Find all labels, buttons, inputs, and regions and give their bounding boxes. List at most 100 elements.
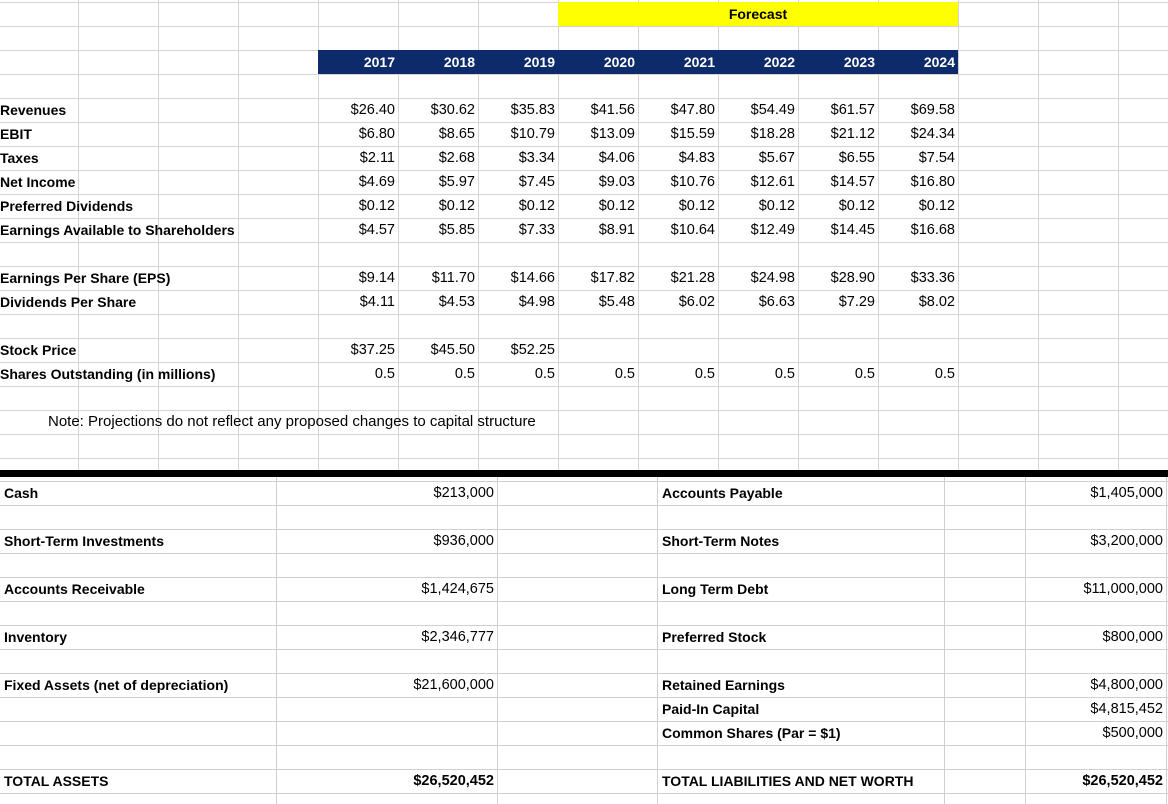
year-header[interactable]: 2019: [523, 54, 555, 70]
cell-value[interactable]: $6.63: [758, 294, 795, 310]
row-label[interactable]: Preferred Dividends: [0, 198, 134, 214]
cell-value[interactable]: $6.55: [838, 150, 875, 166]
total-liabilities-label[interactable]: TOTAL LIABILITIES AND NET WORTH: [662, 773, 914, 789]
cell-value[interactable]: $26.40: [350, 102, 395, 118]
cell-value[interactable]: $5.48: [598, 294, 635, 310]
cell-value[interactable]: $28.90: [830, 270, 875, 286]
asset-label-cash[interactable]: Cash: [4, 485, 39, 501]
year-header[interactable]: 2023: [843, 54, 875, 70]
row-label[interactable]: Earnings Per Share (EPS): [0, 270, 171, 286]
cell-value[interactable]: 0.5: [614, 366, 635, 382]
cell-value[interactable]: $12.49: [750, 222, 795, 238]
asset-value-cash[interactable]: $213,000: [433, 485, 494, 501]
row-label[interactable]: EBIT: [0, 126, 32, 142]
cell-value[interactable]: $30.62: [430, 102, 475, 118]
cell-value[interactable]: $37.25: [350, 342, 395, 358]
cell-value[interactable]: $4.11: [359, 294, 395, 310]
cell-value[interactable]: $10.79: [510, 126, 555, 142]
cell-value[interactable]: 0.5: [694, 366, 715, 382]
cell-value[interactable]: $6.80: [358, 126, 395, 142]
liability-label-preferred-stock[interactable]: Preferred Stock: [662, 629, 767, 645]
cell-value[interactable]: $11.70: [431, 270, 475, 286]
cell-value[interactable]: $17.82: [590, 270, 635, 286]
row-label[interactable]: Earnings Available to Shareholders: [0, 222, 235, 238]
row-label[interactable]: Revenues: [0, 102, 67, 118]
cell-value[interactable]: 0.5: [774, 366, 795, 382]
row-label[interactable]: Net Income: [0, 174, 76, 190]
total-assets-label[interactable]: TOTAL ASSETS: [4, 773, 109, 789]
cell-value[interactable]: $7.33: [518, 222, 555, 238]
cell-value[interactable]: $4.83: [678, 150, 715, 166]
liability-label-short-term-notes[interactable]: Short-Term Notes: [662, 533, 780, 549]
cell-value[interactable]: $5.85: [438, 222, 475, 238]
cell-value[interactable]: $14.66: [510, 270, 555, 286]
equity-label-retained-earnings[interactable]: Retained Earnings: [662, 677, 785, 693]
cell-value[interactable]: 0.5: [534, 366, 555, 382]
equity-value-paid-in-capital[interactable]: $4,815,452: [1090, 701, 1163, 717]
cell-value[interactable]: [639, 338, 715, 362]
cell-value[interactable]: $41.56: [590, 102, 635, 118]
cell-value[interactable]: [799, 338, 875, 362]
year-header[interactable]: 2018: [443, 54, 475, 70]
asset-label-accounts-receivable[interactable]: Accounts Receivable: [4, 581, 145, 597]
cell-value[interactable]: $21.12: [830, 126, 875, 142]
cell-value[interactable]: $4.06: [598, 150, 635, 166]
cell-value[interactable]: $69.58: [910, 102, 955, 118]
cell-value[interactable]: $12.61: [750, 174, 795, 190]
forecast-header[interactable]: Forecast: [558, 2, 958, 26]
cell-value[interactable]: $61.57: [830, 102, 875, 118]
cell-value[interactable]: $10.76: [670, 174, 715, 190]
cell-value[interactable]: $9.14: [358, 270, 395, 286]
cell-value[interactable]: $4.69: [358, 174, 395, 190]
asset-label-fixed-assets[interactable]: Fixed Assets (net of depreciation): [4, 677, 229, 693]
cell-value[interactable]: $7.29: [838, 294, 875, 310]
cell-value[interactable]: $24.98: [750, 270, 795, 286]
cell-value[interactable]: $8.02: [918, 294, 955, 310]
asset-label-inventory[interactable]: Inventory: [4, 629, 68, 645]
cell-value[interactable]: $3.34: [518, 150, 555, 166]
cell-value[interactable]: [879, 338, 955, 362]
row-label[interactable]: Stock Price: [0, 342, 77, 358]
cell-value[interactable]: $16.80: [910, 174, 955, 190]
cell-value[interactable]: $16.68: [910, 222, 955, 238]
cell-value[interactable]: $2.11: [359, 150, 395, 166]
cell-value[interactable]: $14.45: [830, 222, 875, 238]
liability-value-long-term-debt[interactable]: $11,000,000: [1083, 581, 1163, 597]
cell-value[interactable]: $8.65: [438, 126, 475, 142]
cell-value[interactable]: $2.68: [438, 150, 475, 166]
year-header[interactable]: 2022: [763, 54, 795, 70]
cell-value[interactable]: $54.49: [750, 102, 795, 118]
year-header[interactable]: 2020: [603, 54, 635, 70]
cell-value[interactable]: $35.83: [510, 102, 555, 118]
cell-value[interactable]: $7.45: [518, 174, 555, 190]
row-label[interactable]: Shares Outstanding (in millions): [0, 366, 216, 382]
equity-value-retained-earnings[interactable]: $4,800,000: [1090, 677, 1163, 693]
cell-value[interactable]: $45.50: [430, 342, 475, 358]
cell-value[interactable]: 0.5: [934, 366, 955, 382]
cell-value[interactable]: $0.12: [758, 198, 795, 214]
cell-value[interactable]: $21.28: [670, 270, 715, 286]
liability-label-long-term-debt[interactable]: Long Term Debt: [662, 581, 769, 597]
year-header[interactable]: 2017: [363, 54, 395, 70]
asset-label-short-term-investments[interactable]: Short-Term Investments: [4, 533, 164, 549]
liability-value-preferred-stock[interactable]: $800,000: [1102, 629, 1163, 645]
cell-value[interactable]: 0.5: [374, 366, 395, 382]
projection-note[interactable]: Note: Projections do not reflect any pro…: [48, 413, 536, 430]
equity-label-paid-in-capital[interactable]: Paid-In Capital: [662, 701, 760, 717]
equity-value-common-shares[interactable]: $500,000: [1102, 725, 1163, 741]
cell-value[interactable]: $14.57: [830, 174, 875, 190]
cell-value[interactable]: $9.03: [598, 174, 635, 190]
equity-label-common-shares[interactable]: Common Shares (Par = $1): [662, 725, 841, 741]
cell-value[interactable]: $52.25: [510, 342, 555, 358]
liability-label-accounts-payable[interactable]: Accounts Payable: [662, 485, 783, 501]
cell-value[interactable]: $0.12: [518, 198, 555, 214]
cell-value[interactable]: $18.28: [750, 126, 795, 142]
liability-value-accounts-payable[interactable]: $1,405,000: [1090, 485, 1163, 501]
asset-value-short-term-investments[interactable]: $936,000: [433, 533, 494, 549]
cell-value[interactable]: $5.97: [438, 174, 475, 190]
cell-value[interactable]: $33.36: [910, 270, 955, 286]
cell-value[interactable]: $0.12: [598, 198, 635, 214]
cell-value[interactable]: $5.67: [758, 150, 795, 166]
cell-value[interactable]: $0.12: [438, 198, 475, 214]
cell-value[interactable]: $8.91: [598, 222, 635, 238]
